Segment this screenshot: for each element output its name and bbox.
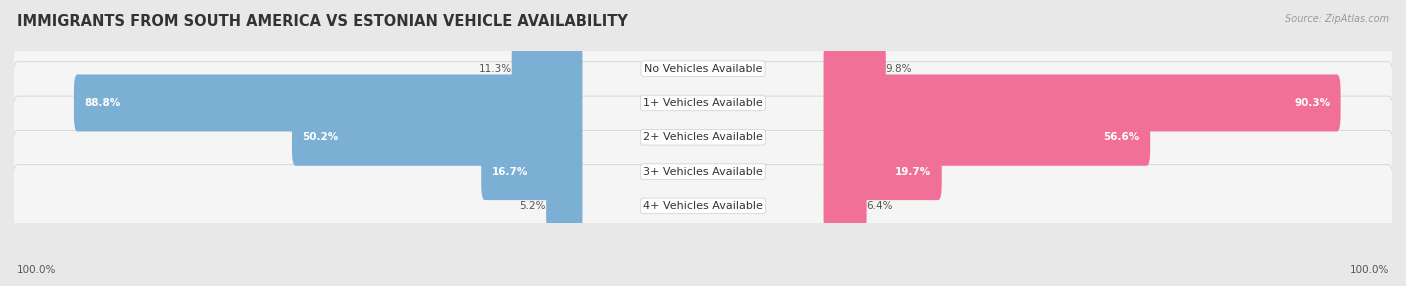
Text: 9.8%: 9.8% [886,64,912,74]
FancyBboxPatch shape [824,109,1150,166]
Text: 6.4%: 6.4% [866,201,893,211]
Text: Source: ZipAtlas.com: Source: ZipAtlas.com [1285,14,1389,24]
FancyBboxPatch shape [75,74,582,132]
Text: 5.2%: 5.2% [520,201,546,211]
FancyBboxPatch shape [13,27,1393,110]
Text: 1+ Vehicles Available: 1+ Vehicles Available [643,98,763,108]
Text: 100.0%: 100.0% [1350,265,1389,275]
Text: 16.7%: 16.7% [492,167,527,176]
Text: 90.3%: 90.3% [1294,98,1330,108]
Text: 88.8%: 88.8% [84,98,121,108]
FancyBboxPatch shape [824,143,942,200]
Text: 4+ Vehicles Available: 4+ Vehicles Available [643,201,763,211]
FancyBboxPatch shape [512,40,582,97]
Text: IMMIGRANTS FROM SOUTH AMERICA VS ESTONIAN VEHICLE AVAILABILITY: IMMIGRANTS FROM SOUTH AMERICA VS ESTONIA… [17,14,627,29]
Text: 56.6%: 56.6% [1104,132,1140,142]
FancyBboxPatch shape [292,109,582,166]
FancyBboxPatch shape [13,130,1393,213]
FancyBboxPatch shape [546,177,582,235]
FancyBboxPatch shape [824,40,886,97]
Text: 19.7%: 19.7% [896,167,931,176]
Text: No Vehicles Available: No Vehicles Available [644,64,762,74]
FancyBboxPatch shape [13,96,1393,178]
Text: 50.2%: 50.2% [302,132,339,142]
Text: 3+ Vehicles Available: 3+ Vehicles Available [643,167,763,176]
Text: 100.0%: 100.0% [17,265,56,275]
Text: 2+ Vehicles Available: 2+ Vehicles Available [643,132,763,142]
Text: 11.3%: 11.3% [478,64,512,74]
FancyBboxPatch shape [13,165,1393,247]
FancyBboxPatch shape [824,74,1340,132]
FancyBboxPatch shape [481,143,582,200]
FancyBboxPatch shape [824,177,866,235]
FancyBboxPatch shape [13,62,1393,144]
